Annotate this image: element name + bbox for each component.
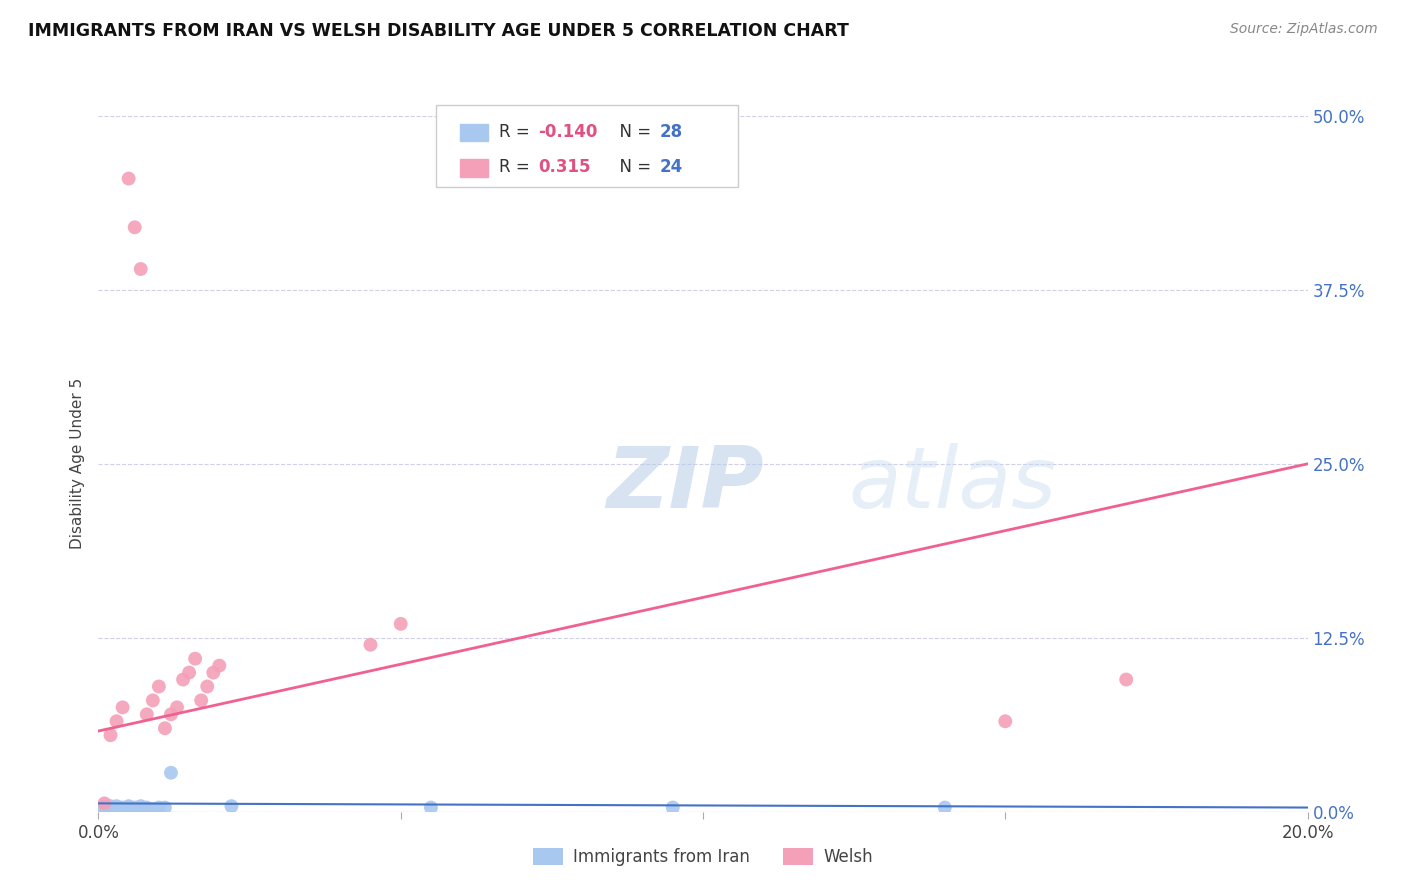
Point bbox=[129, 262, 152, 277]
Point bbox=[118, 800, 141, 814]
Point bbox=[105, 800, 128, 814]
Point bbox=[135, 800, 157, 814]
Text: -0.140: -0.140 bbox=[538, 123, 598, 141]
Point bbox=[195, 680, 218, 694]
Text: R =: R = bbox=[499, 158, 540, 176]
Point bbox=[129, 799, 152, 814]
Point bbox=[111, 800, 134, 814]
Point bbox=[124, 220, 146, 235]
Point bbox=[111, 700, 134, 714]
Point bbox=[105, 799, 128, 814]
Point bbox=[111, 802, 134, 816]
Y-axis label: Disability Age Under 5: Disability Age Under 5 bbox=[69, 378, 84, 549]
Point bbox=[148, 800, 170, 814]
Point bbox=[105, 714, 128, 729]
Point bbox=[160, 707, 183, 722]
Point bbox=[360, 638, 382, 652]
Text: 24: 24 bbox=[659, 158, 683, 176]
Point bbox=[662, 800, 685, 814]
Point bbox=[93, 797, 115, 811]
Point bbox=[93, 800, 115, 814]
Text: Source: ZipAtlas.com: Source: ZipAtlas.com bbox=[1230, 22, 1378, 37]
Point bbox=[93, 802, 115, 816]
Text: IMMIGRANTS FROM IRAN VS WELSH DISABILITY AGE UNDER 5 CORRELATION CHART: IMMIGRANTS FROM IRAN VS WELSH DISABILITY… bbox=[28, 22, 849, 40]
Legend: Immigrants from Iran, Welsh: Immigrants from Iran, Welsh bbox=[526, 841, 880, 873]
Point bbox=[1115, 673, 1137, 687]
Point bbox=[93, 799, 115, 814]
Point bbox=[100, 802, 122, 816]
Text: 0.315: 0.315 bbox=[538, 158, 591, 176]
Point bbox=[100, 800, 122, 814]
Point bbox=[135, 707, 157, 722]
Point bbox=[153, 800, 176, 814]
Text: N =: N = bbox=[609, 158, 657, 176]
Point bbox=[420, 800, 443, 814]
Point bbox=[124, 802, 146, 816]
Text: ZIP: ZIP bbox=[606, 443, 763, 526]
Text: R =: R = bbox=[499, 123, 536, 141]
Point bbox=[142, 802, 165, 816]
Point bbox=[124, 800, 146, 814]
Point bbox=[118, 171, 141, 186]
Text: 28: 28 bbox=[659, 123, 682, 141]
Point bbox=[172, 673, 194, 687]
Point bbox=[190, 693, 212, 707]
Point bbox=[100, 799, 122, 814]
Point bbox=[118, 802, 141, 816]
Point bbox=[135, 802, 157, 816]
Point bbox=[160, 765, 183, 780]
Point bbox=[184, 651, 207, 665]
Text: N =: N = bbox=[609, 123, 657, 141]
Point bbox=[208, 658, 231, 673]
Point bbox=[129, 802, 152, 816]
Point bbox=[221, 799, 243, 814]
Point bbox=[142, 693, 165, 707]
Point bbox=[148, 680, 170, 694]
Point bbox=[389, 616, 412, 631]
Point bbox=[202, 665, 225, 680]
Text: atlas: atlas bbox=[848, 443, 1056, 526]
Point bbox=[179, 665, 201, 680]
Point bbox=[153, 721, 176, 735]
Point bbox=[166, 700, 188, 714]
Point bbox=[118, 799, 141, 814]
Point bbox=[994, 714, 1017, 729]
Point bbox=[934, 800, 956, 814]
Point bbox=[100, 728, 122, 742]
Point bbox=[105, 802, 128, 816]
